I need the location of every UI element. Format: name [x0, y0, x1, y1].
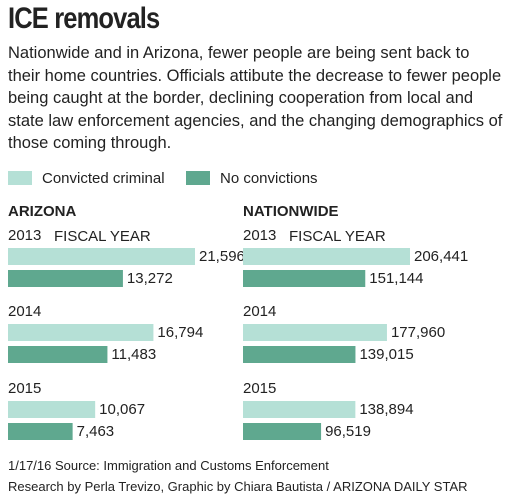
bar — [8, 248, 195, 265]
category-label: 2013 — [8, 227, 41, 244]
category-label: 2014 — [243, 303, 276, 320]
subtitle: Nationwide and in Arizona, fewer people … — [8, 44, 503, 152]
source: 1/17/16 Source: Immigration and Customs … — [8, 458, 329, 473]
bar — [8, 324, 154, 341]
value-label: 206,441 — [414, 248, 468, 265]
bar — [243, 346, 356, 363]
value-label: 177,960 — [391, 324, 445, 341]
value-label: 10,067 — [99, 401, 145, 418]
legend-label: Convicted criminal — [42, 170, 165, 187]
bar — [8, 401, 96, 418]
bar — [8, 346, 108, 363]
value-label: 96,519 — [325, 423, 371, 440]
category-label: 2015 — [8, 380, 41, 397]
legend-swatch — [186, 171, 210, 185]
bar — [8, 270, 123, 287]
bar — [243, 270, 366, 287]
annotation: FISCAL YEAR — [289, 228, 386, 245]
bar — [243, 401, 356, 418]
value-label: 21,596 — [199, 248, 245, 265]
category-label: 2014 — [8, 303, 41, 320]
credit: Research by Perla Trevizo, Graphic by Ch… — [8, 479, 468, 494]
bar — [243, 248, 410, 265]
bar — [8, 423, 73, 440]
legend-swatch — [8, 171, 32, 185]
value-label: 151,144 — [369, 270, 423, 287]
value-label: 11,483 — [111, 346, 156, 363]
title: ICE removals — [8, 2, 160, 35]
category-label: 2015 — [243, 380, 276, 397]
annotation: FISCAL YEAR — [54, 228, 151, 245]
value-label: 16,794 — [157, 324, 203, 341]
category-label: 2013 — [243, 227, 276, 244]
value-label: 13,272 — [127, 270, 173, 287]
panel-title: NATIONWIDE — [243, 203, 339, 220]
value-label: 7,463 — [77, 423, 115, 440]
bar — [243, 423, 322, 440]
bar — [243, 324, 387, 341]
legend-label: No convictions — [220, 170, 318, 187]
value-label: 138,894 — [359, 401, 413, 418]
panel-title: ARIZONA — [8, 203, 76, 220]
value-label: 139,015 — [359, 346, 413, 363]
